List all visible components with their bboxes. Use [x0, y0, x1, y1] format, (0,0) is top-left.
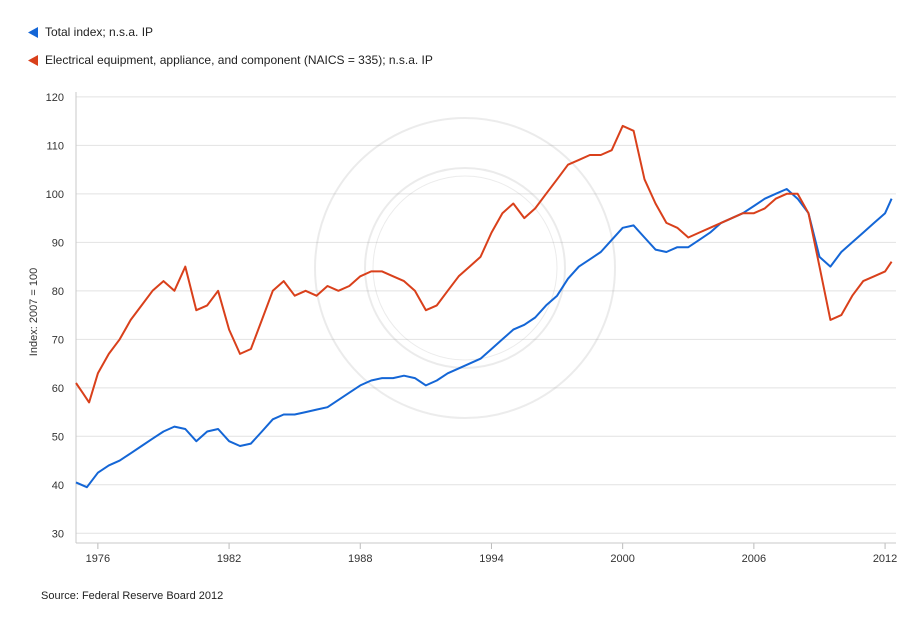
legend-label-total-index: Total index; n.s.a. IP	[45, 25, 154, 39]
y-tick-label: 80	[52, 286, 64, 298]
x-axis-ticks: 1976 1982 1988 1994 2000 2006 2012	[86, 543, 897, 565]
legend-item-electrical[interactable]: Electrical equipment, appliance, and com…	[28, 53, 433, 67]
x-tick-label: 2000	[610, 553, 634, 565]
grid-lines	[76, 96, 896, 534]
legend-triangle-icon	[28, 54, 38, 66]
series-line-total-index[interactable]	[75, 188, 893, 489]
y-tick-label: 50	[52, 431, 64, 443]
y-tick-label: 90	[52, 237, 64, 249]
y-tick-label: 100	[46, 189, 64, 201]
y-tick-label: 70	[52, 334, 64, 346]
x-tick-label: 1988	[348, 553, 372, 565]
federal-reserve-seal-watermark	[314, 117, 616, 419]
legend-item-total-index[interactable]: Total index; n.s.a. IP	[28, 25, 153, 39]
y-tick-label: 30	[52, 528, 64, 540]
y-tick-label: 40	[52, 480, 64, 492]
x-tick-label: 1994	[479, 553, 503, 565]
y-tick-label: 60	[52, 383, 64, 395]
y-axis-label: Index: 2007 = 100	[28, 268, 40, 356]
source-note: Source: Federal Reserve Board 2012	[41, 590, 224, 602]
y-tick-label: 110	[46, 140, 64, 152]
x-tick-label: 1982	[217, 553, 241, 565]
y-tick-label: 120	[46, 92, 64, 104]
legend-marker-electrical	[28, 54, 38, 66]
series-lines	[75, 124, 893, 489]
y-axis-ticks: 30 40 50 60 70 80 90 100 110 120	[46, 92, 64, 540]
legend-triangle-icon	[28, 26, 38, 38]
x-tick-label: 2006	[742, 553, 766, 565]
x-tick-label: 2012	[873, 553, 897, 565]
series-line-electrical[interactable]	[75, 124, 893, 404]
legend-label-electrical: Electrical equipment, appliance, and com…	[45, 53, 433, 67]
x-tick-label: 1976	[86, 553, 110, 565]
legend-marker-total-index	[28, 26, 38, 38]
